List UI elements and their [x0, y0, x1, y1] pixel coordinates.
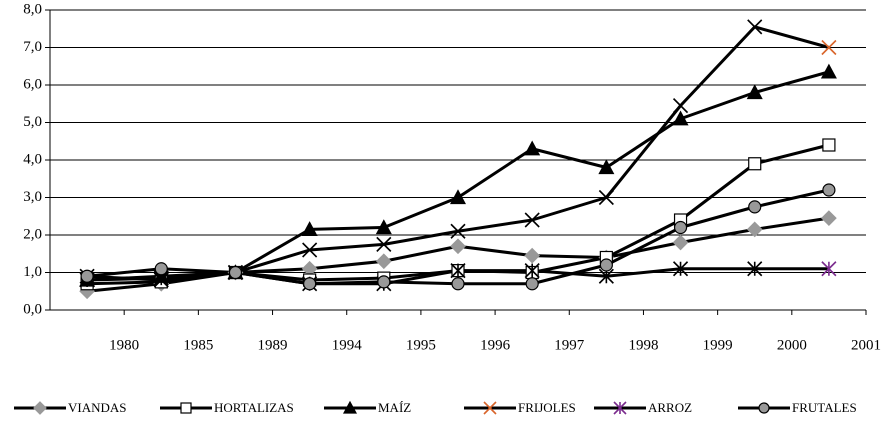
legend-marker [613, 401, 627, 415]
marker [80, 269, 94, 283]
legend-label: VIANDAS [68, 400, 127, 415]
y-tick-label: 5,0 [23, 114, 42, 130]
marker [747, 19, 763, 35]
marker [820, 63, 837, 79]
x-tick-label: 1996 [480, 337, 511, 353]
marker [377, 275, 391, 289]
marker [449, 189, 467, 205]
marker [154, 262, 168, 276]
x-tick-label: 1980 [109, 337, 139, 353]
y-tick-label: 7,0 [23, 39, 42, 55]
x-tick-label: 1989 [258, 337, 288, 353]
x-tick-label: 1995 [406, 337, 436, 353]
marker [525, 277, 539, 291]
marker [375, 219, 392, 235]
y-tick-label: 8,0 [23, 1, 42, 17]
marker [672, 110, 689, 126]
marker [821, 261, 837, 277]
y-tick-label: 1,0 [23, 264, 42, 280]
series-line [87, 143, 830, 286]
legend-label: HORTALIZAS [214, 400, 294, 415]
x-tick-label: 2001 [851, 337, 881, 353]
marker [524, 140, 541, 156]
marker [672, 261, 689, 277]
marker [672, 234, 689, 251]
y-tick-label: 4,0 [23, 151, 42, 167]
marker [821, 39, 837, 56]
marker [821, 210, 837, 226]
legend-marker [33, 401, 47, 415]
y-tick-label: 2,0 [23, 226, 42, 242]
marker [524, 263, 540, 279]
marker [748, 200, 762, 214]
marker [301, 221, 318, 236]
legend-marker [180, 402, 192, 414]
marker [450, 238, 466, 255]
legend-label: FRIJOLES [518, 400, 576, 415]
marker [746, 84, 763, 100]
marker [673, 220, 688, 235]
marker [228, 265, 243, 280]
x-tick-label: 1985 [183, 337, 213, 353]
marker [822, 183, 836, 197]
marker [302, 242, 318, 258]
marker [748, 157, 762, 171]
marker [599, 258, 613, 272]
legend-label: MAÍZ [378, 400, 411, 415]
marker [746, 221, 763, 238]
y-tick-label: 6,0 [23, 76, 42, 92]
marker [303, 277, 317, 291]
marker [450, 263, 466, 279]
marker [747, 261, 763, 277]
x-tick-label: 1997 [554, 337, 585, 353]
y-tick-label: 0,0 [23, 301, 42, 317]
marker [822, 138, 836, 152]
marker [524, 247, 541, 264]
marker [375, 253, 392, 270]
legend-marker [758, 402, 770, 414]
marker [598, 159, 615, 175]
marker [524, 212, 540, 228]
x-tick-label: 2000 [777, 337, 807, 353]
marker [672, 98, 689, 114]
marker [376, 236, 392, 252]
y-tick-label: 3,0 [23, 189, 42, 205]
marker [450, 223, 466, 239]
x-tick-label: 1994 [332, 337, 363, 353]
marker [451, 277, 465, 291]
x-tick-label: 1999 [703, 337, 733, 353]
legend-marker [342, 400, 358, 414]
marker [598, 189, 614, 206]
x-tick-label: 1998 [628, 337, 658, 353]
legend-label: ARROZ [648, 400, 692, 415]
legend-label: FRUTALES [792, 400, 857, 415]
legend-marker [483, 401, 497, 415]
